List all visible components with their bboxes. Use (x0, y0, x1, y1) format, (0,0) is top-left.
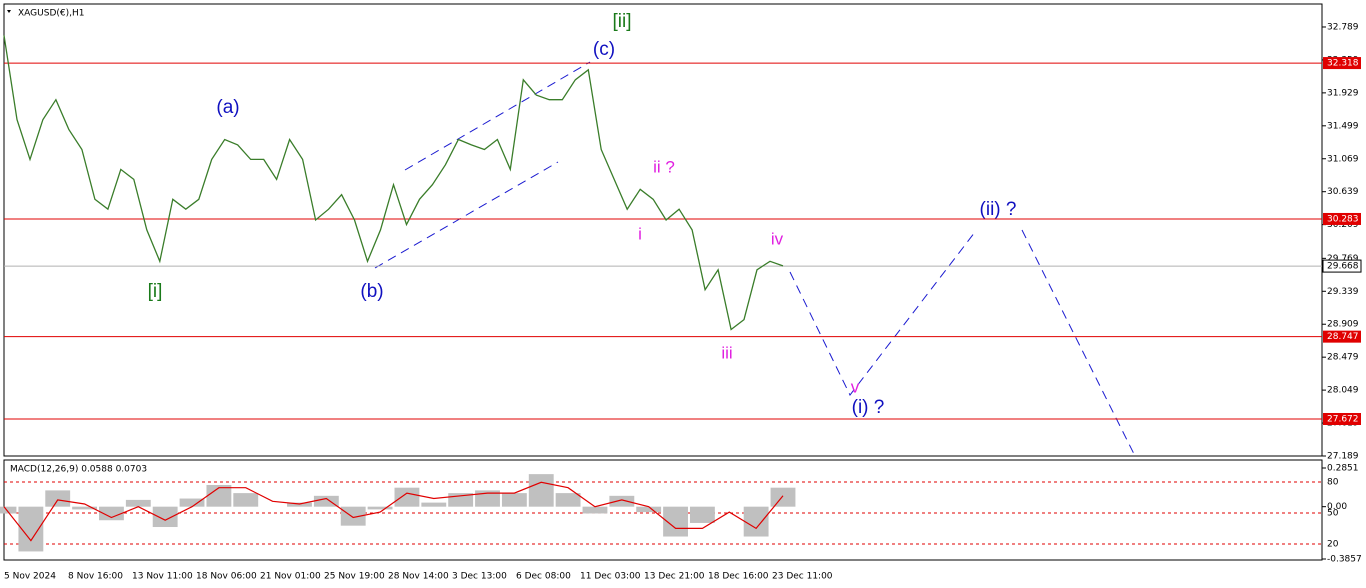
x-tick-label: 25 Nov 19:00 (324, 572, 385, 582)
macd-bar (179, 498, 205, 507)
wave-label: iv (771, 229, 784, 248)
macd-level-label: 20 (1327, 540, 1339, 550)
wave-label: (ii) ? (980, 199, 1017, 220)
y-tick-label: 32.789 (1327, 22, 1359, 32)
wave-label: (c) (593, 39, 615, 60)
macd-bar (0, 506, 17, 514)
macd-level-label: 50 (1327, 509, 1339, 519)
y-tick-label: 30.639 (1327, 187, 1359, 197)
macd-tick-label: 0.2851 (1327, 464, 1359, 474)
wave-label: ii ? (653, 157, 675, 176)
x-tick-label: 13 Nov 11:00 (132, 572, 193, 582)
macd-bar (421, 502, 447, 507)
chart-title: XAGUSD(€),H1 (18, 9, 84, 19)
level-box (1323, 212, 1361, 225)
wave-label: iii (721, 343, 732, 362)
price-box (1322, 259, 1362, 273)
macd-bar (233, 493, 259, 507)
macd-bar (636, 506, 662, 513)
x-tick-label: 13 Dec 21:00 (644, 572, 705, 582)
macd-bar (152, 506, 178, 528)
x-tick-label: 6 Dec 08:00 (516, 572, 571, 582)
macd-panel (3, 459, 1323, 561)
macd-bar (72, 506, 98, 510)
main-panel (3, 3, 1323, 457)
title-arrow (7, 10, 11, 13)
macd-bar (475, 490, 500, 507)
macd-bar (99, 506, 124, 521)
wave-label: [ii] (613, 11, 632, 32)
wave-label: (a) (216, 97, 239, 118)
macd-bar (501, 493, 527, 507)
x-tick-label: 21 Nov 01:00 (260, 572, 321, 582)
wave-lines (374, 61, 1137, 459)
level-box (1323, 330, 1361, 343)
macd-bar (394, 487, 420, 507)
y-tick-label: 31.929 (1327, 88, 1359, 98)
x-tick-label: 18 Dec 16:00 (708, 572, 769, 582)
macd-bar (609, 495, 635, 507)
x-tick-label: 28 Nov 14:00 (388, 572, 449, 582)
wave-label: i (638, 224, 642, 243)
macd-bar (125, 499, 151, 507)
price-label: 29.668 (1327, 262, 1359, 272)
macd-bar (555, 493, 581, 507)
level-label: 32.318 (1327, 59, 1359, 69)
y-tick-label: 29.769 (1327, 254, 1359, 264)
x-tick-label: 23 Dec 11:00 (772, 572, 833, 582)
level-label: 27.672 (1327, 414, 1359, 424)
level-box (1323, 412, 1361, 425)
wave-label: (b) (360, 281, 383, 302)
y-tick-label: 31.499 (1327, 121, 1359, 131)
macd-bar (689, 506, 715, 523)
price-line (3, 35, 784, 331)
y-tick-label: 28.479 (1327, 353, 1359, 363)
level-box (1323, 57, 1361, 70)
y-tick-label: 28.049 (1327, 386, 1359, 396)
y-tick-label: 30.209 (1327, 220, 1359, 230)
x-tick-label: 3 Dec 13:00 (452, 572, 507, 582)
macd-bar (313, 495, 339, 507)
macd-bar (528, 474, 554, 507)
macd-bar (367, 506, 393, 510)
macd-level-label: 80 (1327, 478, 1339, 488)
wave-label: (i) ? (852, 397, 885, 418)
x-tick-label: 11 Dec 03:00 (580, 572, 641, 582)
level-label: 28.747 (1327, 332, 1359, 342)
y-tick-label: 28.909 (1327, 320, 1359, 330)
macd-bar (206, 484, 232, 507)
level-label: 30.283 (1327, 214, 1359, 224)
y-tick-label: 29.339 (1327, 287, 1359, 297)
x-tick-label: 8 Nov 16:00 (68, 572, 123, 582)
macd-title: MACD(12,26,9) 0.0588 0.0703 (10, 465, 147, 475)
macd-bar (582, 506, 608, 514)
y-tick-label: 27.189 (1327, 452, 1359, 462)
macd-bar (287, 502, 312, 507)
macd-bar (770, 487, 796, 507)
macd-tick-label: 0.00 (1327, 502, 1347, 512)
wave-label: [i] (148, 281, 163, 302)
macd-signal (3, 481, 784, 542)
macd-bar (743, 506, 769, 537)
macd-bar (340, 506, 366, 526)
y-tick-label: 31.069 (1327, 154, 1359, 164)
macd-bar (45, 490, 71, 507)
wave-label: v (851, 377, 860, 396)
macd-tick-label: -0.3857 (1327, 555, 1362, 565)
x-tick-label: 5 Nov 2024 (4, 572, 56, 582)
x-tick-label: 18 Nov 06:00 (196, 572, 257, 582)
